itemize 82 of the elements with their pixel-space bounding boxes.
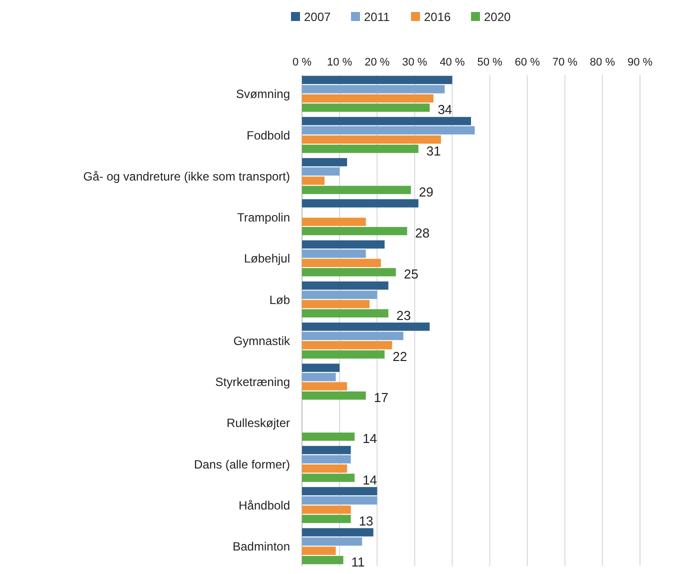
bar — [302, 487, 378, 496]
bar — [302, 332, 404, 340]
x-tick-label: 50 % — [477, 56, 503, 68]
bar — [302, 158, 348, 166]
bar — [302, 116, 471, 126]
bar — [302, 528, 374, 536]
x-tick-label: 0 % — [292, 56, 312, 68]
bar — [302, 258, 381, 268]
data-label: 22 — [392, 348, 408, 364]
data-label: 34 — [438, 102, 452, 118]
y-tick-label: Svømning — [236, 87, 290, 102]
bar — [302, 322, 430, 331]
x-tick-label: 10 % — [327, 56, 352, 68]
x-tick-label: 70 % — [552, 56, 578, 68]
bar — [302, 432, 355, 441]
y-tick-label: Fodbold — [246, 128, 290, 142]
bar — [302, 268, 396, 276]
bar — [302, 309, 388, 318]
bar — [302, 300, 370, 308]
legend-label: 2007 — [304, 10, 332, 24]
bar — [302, 350, 385, 359]
bar — [302, 341, 392, 350]
data-label: 14 — [362, 431, 378, 446]
bar — [302, 76, 452, 84]
bar — [302, 144, 418, 153]
bar — [302, 281, 388, 290]
y-tick-label: Rulleskøjter — [226, 416, 290, 430]
bar — [302, 240, 385, 249]
x-tick-label: 30 % — [402, 56, 428, 68]
data-label: 14 — [362, 472, 378, 488]
bar — [302, 126, 475, 134]
bar — [302, 94, 434, 103]
x-tick-label: 90 % — [627, 56, 653, 68]
data-label: 29 — [418, 184, 434, 200]
bar — [302, 186, 411, 194]
y-tick-label: Løbehjul — [244, 252, 290, 266]
bar — [302, 218, 366, 226]
bar — [302, 199, 418, 208]
bar — [302, 250, 366, 258]
data-label: 23 — [396, 308, 411, 323]
y-tick-label: Badminton — [232, 540, 290, 554]
bar — [302, 506, 351, 514]
bar — [302, 514, 351, 524]
bar — [302, 537, 362, 546]
x-tick-label: 40 % — [440, 56, 465, 68]
bar — [302, 176, 325, 185]
bar — [302, 104, 430, 112]
y-tick-label: Gymnastik — [233, 334, 291, 348]
bar — [302, 290, 378, 299]
bar — [302, 85, 445, 94]
bar — [302, 546, 336, 555]
bar — [302, 364, 340, 372]
bar — [302, 226, 408, 236]
bar — [302, 391, 366, 400]
y-tick-label: Styrketræning — [215, 375, 290, 390]
data-label: 31 — [426, 143, 441, 158]
data-label: 13 — [358, 513, 374, 528]
bar — [302, 556, 344, 564]
bar — [302, 496, 378, 505]
data-label: 11 — [351, 554, 365, 570]
x-tick-label: 20 % — [364, 56, 390, 68]
x-tick-label: 80 % — [590, 56, 616, 68]
y-tick-label: Gå- og vandreture (ikke som transport) — [83, 169, 290, 184]
x-tick-label: 60 % — [514, 56, 540, 68]
data-label: 28 — [415, 226, 430, 241]
legend-label: 2011 — [364, 10, 390, 24]
legend-label: 2020 — [484, 10, 512, 24]
bar — [302, 382, 348, 390]
legend-label: 2016 — [424, 10, 452, 24]
data-label: 25 — [404, 266, 418, 282]
bar — [302, 455, 351, 464]
bar — [302, 446, 351, 454]
bar — [302, 372, 336, 382]
y-tick-label: Trampolin — [237, 210, 290, 225]
bar — [302, 135, 441, 144]
bar — [302, 167, 340, 176]
y-tick-label: Dans (alle former) — [194, 457, 290, 472]
bar — [302, 464, 348, 473]
data-label: 17 — [374, 390, 388, 406]
y-tick-label: Håndbold — [238, 498, 290, 512]
y-tick-label: Løb — [269, 292, 290, 307]
bar — [302, 474, 355, 482]
